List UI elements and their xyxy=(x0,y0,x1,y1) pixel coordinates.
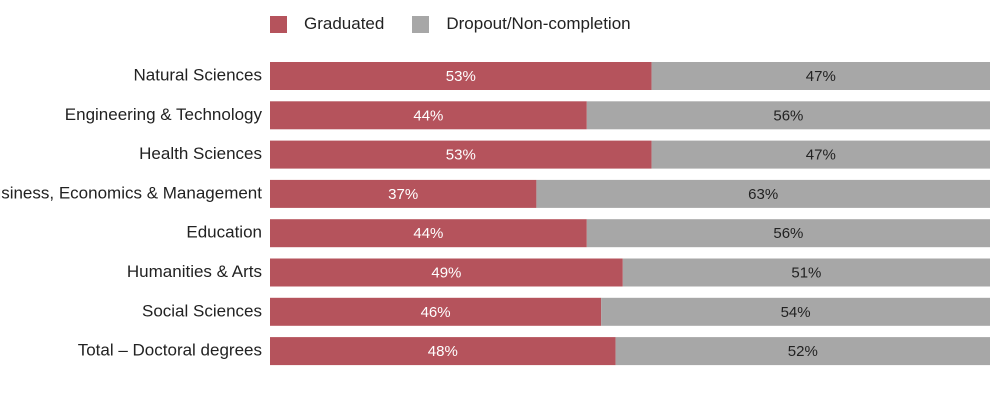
category-label: Natural Sciences xyxy=(133,65,262,84)
data-label-graduated: 44% xyxy=(413,107,443,124)
data-label-graduated: 44% xyxy=(413,225,443,242)
data-label-graduated: 53% xyxy=(446,68,476,85)
bar-dropout xyxy=(586,101,990,130)
bar-dropout xyxy=(586,219,990,248)
bar-dropout xyxy=(615,337,990,366)
category-label: Total – Doctoral degrees xyxy=(78,341,262,360)
legend-label-graduated: Graduated xyxy=(304,14,385,33)
data-label-graduated: 37% xyxy=(388,186,418,203)
bar-graduated xyxy=(270,297,602,326)
data-label-dropout: 51% xyxy=(791,264,821,281)
bar-graduated xyxy=(270,101,587,130)
bar-graduated xyxy=(270,258,623,287)
data-label-dropout: 47% xyxy=(806,68,836,85)
bar-dropout xyxy=(622,258,990,287)
data-label-dropout: 47% xyxy=(806,147,836,164)
category-label: Engineering & Technology xyxy=(65,105,263,124)
legend: Graduated Dropout/Non-completion xyxy=(270,12,659,36)
data-label-graduated: 53% xyxy=(446,147,476,164)
data-label-graduated: 46% xyxy=(421,304,451,321)
legend-label-dropout: Dropout/Non-completion xyxy=(446,14,631,33)
data-label-dropout: 56% xyxy=(773,107,803,124)
bar-graduated xyxy=(270,62,652,90)
data-label-dropout: 52% xyxy=(788,343,818,360)
data-label-dropout: 54% xyxy=(781,304,811,321)
category-label: Social Sciences xyxy=(142,301,262,320)
bar-graduated xyxy=(270,179,537,208)
data-label-dropout: 56% xyxy=(773,225,803,242)
bar-dropout xyxy=(651,62,990,90)
category-label: Health Sciences xyxy=(139,144,262,163)
category-label: Education xyxy=(186,223,262,242)
legend-item-dropout: Dropout/Non-completion xyxy=(412,14,631,34)
legend-swatch-graduated xyxy=(270,15,287,33)
legend-item-graduated: Graduated xyxy=(270,14,384,34)
data-label-dropout: 63% xyxy=(748,186,778,203)
legend-swatch-dropout xyxy=(412,15,430,33)
data-label-graduated: 48% xyxy=(428,343,458,360)
data-label-graduated: 49% xyxy=(431,264,461,281)
bar-dropout xyxy=(651,140,990,169)
category-label: Humanities & Arts xyxy=(127,262,262,281)
bar-graduated xyxy=(270,219,587,248)
bar-graduated xyxy=(270,337,616,366)
bar-graduated xyxy=(270,140,652,169)
bar-dropout xyxy=(536,179,990,208)
category-label: Business, Economics & Management xyxy=(0,183,262,202)
bar-dropout xyxy=(601,297,990,326)
